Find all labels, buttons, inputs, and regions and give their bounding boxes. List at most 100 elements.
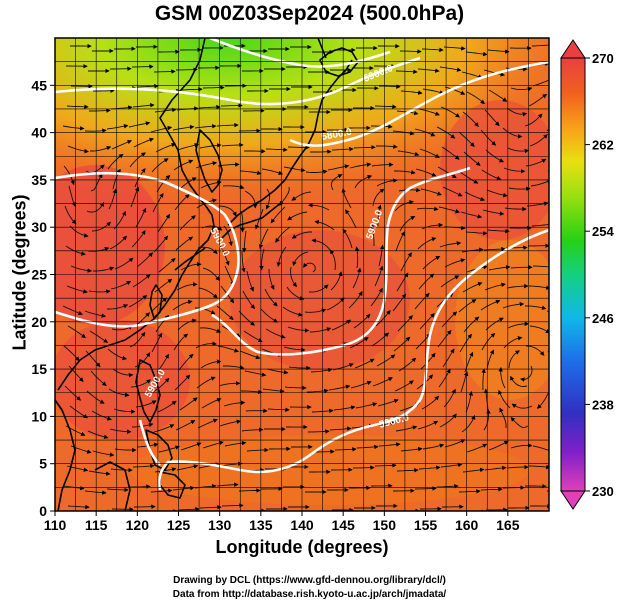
- streamline: [239, 350, 261, 360]
- streamline: [93, 266, 115, 272]
- streamline: [356, 444, 379, 450]
- streamline: [90, 370, 107, 386]
- streamline: [415, 168, 437, 177]
- streamline: [175, 420, 196, 431]
- streamline: [173, 159, 194, 171]
- y-axis-label: Latitude (degrees): [9, 194, 30, 351]
- credit-drawing: Drawing by DCL (https://www.gfd-dennou.o…: [173, 575, 446, 586]
- streamline: [396, 468, 419, 473]
- streamline: [303, 262, 316, 273]
- streamline: [200, 359, 222, 369]
- streamline: [89, 108, 111, 113]
- streamline: [439, 241, 462, 248]
- streamline: [530, 179, 549, 187]
- streamline: [309, 327, 332, 333]
- streamline: [106, 487, 129, 493]
- y-tick-label: 25: [31, 267, 47, 283]
- streamline: [481, 368, 486, 391]
- streamline: [113, 210, 126, 230]
- streamline: [548, 427, 549, 433]
- streamline: [330, 271, 343, 291]
- streamline: [484, 282, 506, 291]
- streamline: [108, 188, 118, 210]
- streamline: [174, 374, 191, 391]
- streamline: [328, 384, 351, 391]
- streamline: [400, 252, 412, 272]
- streamline: [153, 424, 175, 433]
- streamline: [220, 103, 243, 108]
- colorbar-scale: [560, 57, 586, 492]
- streamline: [135, 207, 147, 228]
- streamline: [436, 484, 459, 489]
- streamline: [531, 44, 549, 47]
- streamline: [459, 333, 472, 353]
- streamline: [418, 273, 435, 290]
- streamline: [550, 371, 553, 392]
- streamline: [341, 187, 352, 209]
- streamline: [461, 415, 476, 433]
- coast-korea-china: [57, 38, 215, 391]
- colorbar-tick-label: 262: [592, 138, 614, 153]
- streamline: [70, 265, 93, 273]
- x-tick-label: 135: [249, 517, 273, 533]
- streamline: [265, 147, 288, 153]
- streamline: [397, 315, 413, 332]
- streamline: [84, 490, 107, 495]
- streamline: [437, 166, 457, 179]
- streamline: [326, 297, 345, 311]
- streamline: [219, 419, 242, 427]
- streamline: [157, 400, 177, 413]
- streamline: [307, 429, 330, 434]
- streamline: [503, 167, 526, 174]
- streamline: [152, 377, 170, 393]
- streamline: [504, 206, 527, 212]
- colorbar-ticks: 270 262 254 246 238 230: [585, 51, 614, 499]
- streamline: [218, 205, 237, 217]
- streamline: [134, 168, 146, 188]
- streamline: [172, 299, 193, 311]
- coast-vietnam: [55, 399, 76, 511]
- streamline: [466, 443, 488, 453]
- streamline: [238, 488, 261, 493]
- x-tick-label: 145: [331, 517, 355, 533]
- colorbar-bottom-arrow: [560, 490, 586, 510]
- streamline: [374, 104, 397, 109]
- streamline: [178, 177, 197, 191]
- streamline: [444, 258, 466, 268]
- streamline: [308, 202, 330, 211]
- streamline: [67, 325, 86, 339]
- streamline: [262, 388, 285, 394]
- streamline: [464, 191, 486, 202]
- y-tick-label: 35: [31, 172, 47, 188]
- streamline: [246, 447, 269, 453]
- streamline: [400, 90, 423, 95]
- streamline: [371, 332, 390, 347]
- streamline: [176, 282, 198, 291]
- streamline: [276, 246, 287, 267]
- streamline: [487, 228, 510, 234]
- streamline: [150, 125, 173, 133]
- streamline: [69, 225, 89, 238]
- streamline: [460, 211, 483, 219]
- streamline: [444, 439, 466, 448]
- streamline: [349, 162, 372, 169]
- streamline: [131, 64, 154, 69]
- streamline: [238, 310, 255, 326]
- streamline: [461, 247, 484, 253]
- streamline: [179, 397, 198, 411]
- streamline: [64, 385, 82, 401]
- streamline: [132, 103, 155, 108]
- streamline: [485, 317, 504, 331]
- streamline: [199, 327, 222, 333]
- streamline: [397, 150, 420, 157]
- streamline: [261, 168, 284, 176]
- streamline: [108, 388, 130, 398]
- streamline: [313, 449, 335, 454]
- streamline: [241, 427, 264, 432]
- streamline: [64, 205, 77, 225]
- x-tick-label: 165: [496, 517, 520, 533]
- streamline: [438, 206, 461, 214]
- streamline: [440, 462, 463, 468]
- y-tick-label: 20: [31, 314, 47, 330]
- x-tick-label: 120: [126, 517, 150, 533]
